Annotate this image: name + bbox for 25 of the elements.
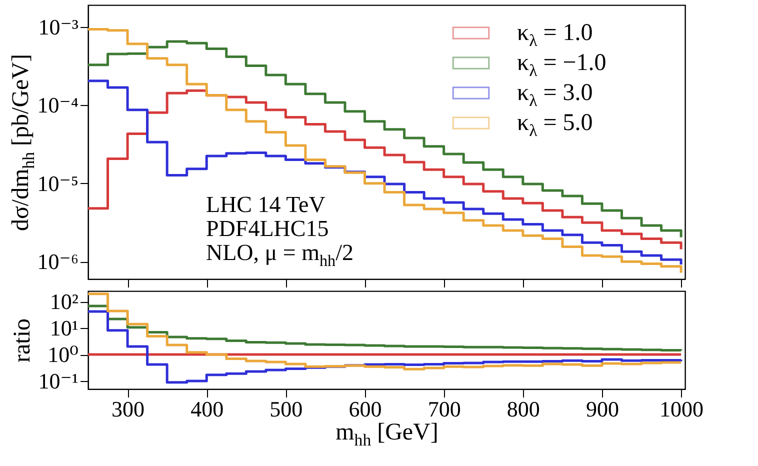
x-tick-label: 500	[270, 396, 303, 422]
y-tick-label: 10⁻¹	[38, 368, 78, 394]
x-tick-label: 800	[506, 396, 540, 422]
y-axis-title: ratio	[9, 318, 36, 362]
legend-label: κ$_{λ}$ = 3.0	[517, 80, 593, 110]
legend-label: κ$_{λ}$ = −1.0	[517, 50, 606, 80]
x-tick-label: 400	[190, 396, 224, 422]
annotation: NLO, μ = m$_{hh}$/2	[206, 240, 354, 270]
y-tick-label: 10⁻⁴	[37, 92, 79, 118]
y-tick-label: 10⁻⁶	[37, 249, 78, 274]
y-tick-label: 10⁻⁵	[37, 170, 78, 196]
x-tick-label: 600	[348, 396, 382, 422]
y-tick-label: 10¹	[50, 316, 78, 341]
x-tick-label: 300	[112, 396, 145, 422]
annotation: PDF4LHC15	[206, 216, 329, 241]
x-tick-label: 1000	[660, 396, 704, 422]
legend-label: κ$_{λ}$ = 5.0	[517, 110, 593, 140]
legend-label: κ$_{λ}$ = 1.0	[517, 20, 593, 50]
y-tick-label: 10⁻³	[38, 14, 79, 40]
y-tick-label: 10²	[50, 289, 79, 314]
y-tick-label: 10⁰	[48, 342, 79, 368]
x-axis-title: m$_{hh}$ [GeV]	[336, 420, 438, 450]
annotation: LHC 14 TeV	[206, 192, 326, 217]
x-tick-label: 700	[428, 396, 461, 422]
x-tick-label: 900	[586, 396, 619, 422]
